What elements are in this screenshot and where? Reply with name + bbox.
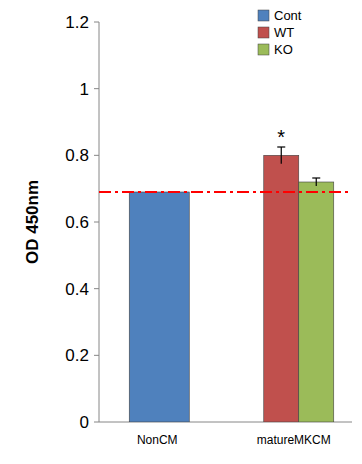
y-tick xyxy=(94,22,99,23)
error-stem xyxy=(316,178,317,186)
y-tick xyxy=(94,222,99,223)
y-tick xyxy=(94,88,99,89)
error-cap xyxy=(312,177,320,178)
legend-label: Cont xyxy=(274,8,302,23)
y-tick xyxy=(94,155,99,156)
x-tick-label: matureMKCM xyxy=(257,433,331,447)
y-tick-label: 0.2 xyxy=(65,346,89,365)
y-tick-label: 0.4 xyxy=(65,280,89,299)
legend-label: KO xyxy=(274,42,293,57)
y-tick xyxy=(94,288,99,289)
legend-label: WT xyxy=(274,25,294,40)
legend: Cont WT KO xyxy=(258,8,302,57)
y-axis-label: OD 450nm xyxy=(23,180,42,264)
y-tick-label: 0.8 xyxy=(65,146,89,165)
error-bar xyxy=(277,147,285,164)
reference-line xyxy=(99,191,352,193)
bar xyxy=(299,182,334,422)
y-tick-label: 1 xyxy=(80,80,89,99)
y-tick-label: 1.2 xyxy=(65,13,89,32)
bar xyxy=(129,192,189,422)
error-bar xyxy=(312,178,320,186)
y-tick-label: 0 xyxy=(80,413,89,432)
bars xyxy=(129,147,334,422)
chart: 0 0.2 0.4 0.6 0.8 1 1.2 OD 450nm NonCM matureMKCM… xyxy=(0,0,362,464)
y-axis xyxy=(99,22,100,422)
y-tick-label: 0.6 xyxy=(65,213,89,232)
annotation: * xyxy=(277,126,285,148)
legend-swatch xyxy=(258,10,269,21)
error-stem xyxy=(281,147,282,164)
legend-swatch xyxy=(258,27,269,38)
legend-swatch xyxy=(258,44,269,55)
bar xyxy=(264,155,299,422)
y-tick xyxy=(94,355,99,356)
x-tick-label: NonCM xyxy=(137,433,178,447)
y-tick xyxy=(94,422,99,423)
